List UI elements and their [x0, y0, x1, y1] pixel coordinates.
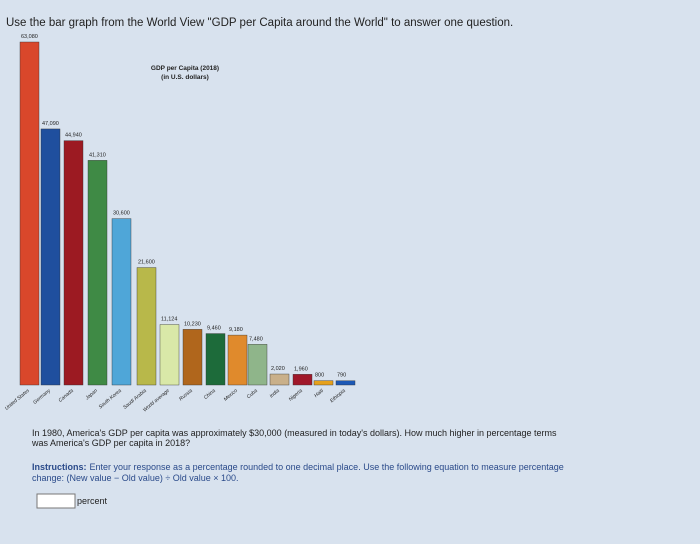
- answer-unit: percent: [77, 496, 108, 506]
- value-label: 1,960: [294, 366, 308, 372]
- bar: [227, 334, 248, 386]
- bar: [159, 324, 180, 386]
- value-label: 7,480: [249, 336, 263, 342]
- instructions-line: Enter your response as a percentage roun…: [90, 462, 564, 472]
- question-line: In 1980, America's GDP per capita was ap…: [32, 428, 557, 438]
- category-label: India: [269, 388, 281, 400]
- category-label: Haiti: [313, 387, 325, 399]
- bar: [40, 128, 61, 386]
- value-label: 10,230: [184, 321, 201, 327]
- bar: [182, 329, 203, 386]
- bar: [19, 41, 40, 386]
- answer-input[interactable]: [36, 493, 76, 509]
- bar: [136, 267, 157, 386]
- value-label: 63,080: [21, 34, 38, 40]
- instructions: Instructions: Enter your response as a pe…: [32, 462, 564, 472]
- value-label: 47,090: [42, 121, 59, 127]
- header-instruction: Use the bar graph from the World View "G…: [6, 17, 513, 29]
- value-label: 9,460: [207, 326, 221, 332]
- chart-title: GDP per Capita (2018): [151, 65, 219, 72]
- question-line: was America's GDP per capita in 2018?: [31, 438, 190, 448]
- value-label: 30,600: [113, 211, 130, 217]
- value-label: 790: [337, 373, 346, 379]
- bar: [63, 140, 84, 386]
- value-label: 11,124: [161, 317, 177, 323]
- value-label: 41,310: [89, 152, 106, 158]
- bar: [87, 160, 108, 386]
- bar: [313, 380, 334, 386]
- bar: [292, 374, 313, 386]
- value-label: 9,180: [229, 327, 243, 333]
- value-label: 800: [315, 373, 324, 379]
- bar: [335, 380, 356, 386]
- bar: [111, 218, 132, 386]
- bar: [269, 373, 290, 386]
- chart-subtitle: (in U.S. dollars): [161, 74, 209, 81]
- bar: [247, 344, 268, 386]
- value-label: 44,940: [65, 133, 82, 139]
- value-label: 21,600: [138, 260, 155, 266]
- instructions-label: Instructions:: [32, 462, 87, 472]
- instructions-line: change: (New value − Old value) ÷ Old va…: [32, 473, 239, 483]
- value-label: 2,020: [271, 366, 285, 372]
- bar: [205, 333, 226, 386]
